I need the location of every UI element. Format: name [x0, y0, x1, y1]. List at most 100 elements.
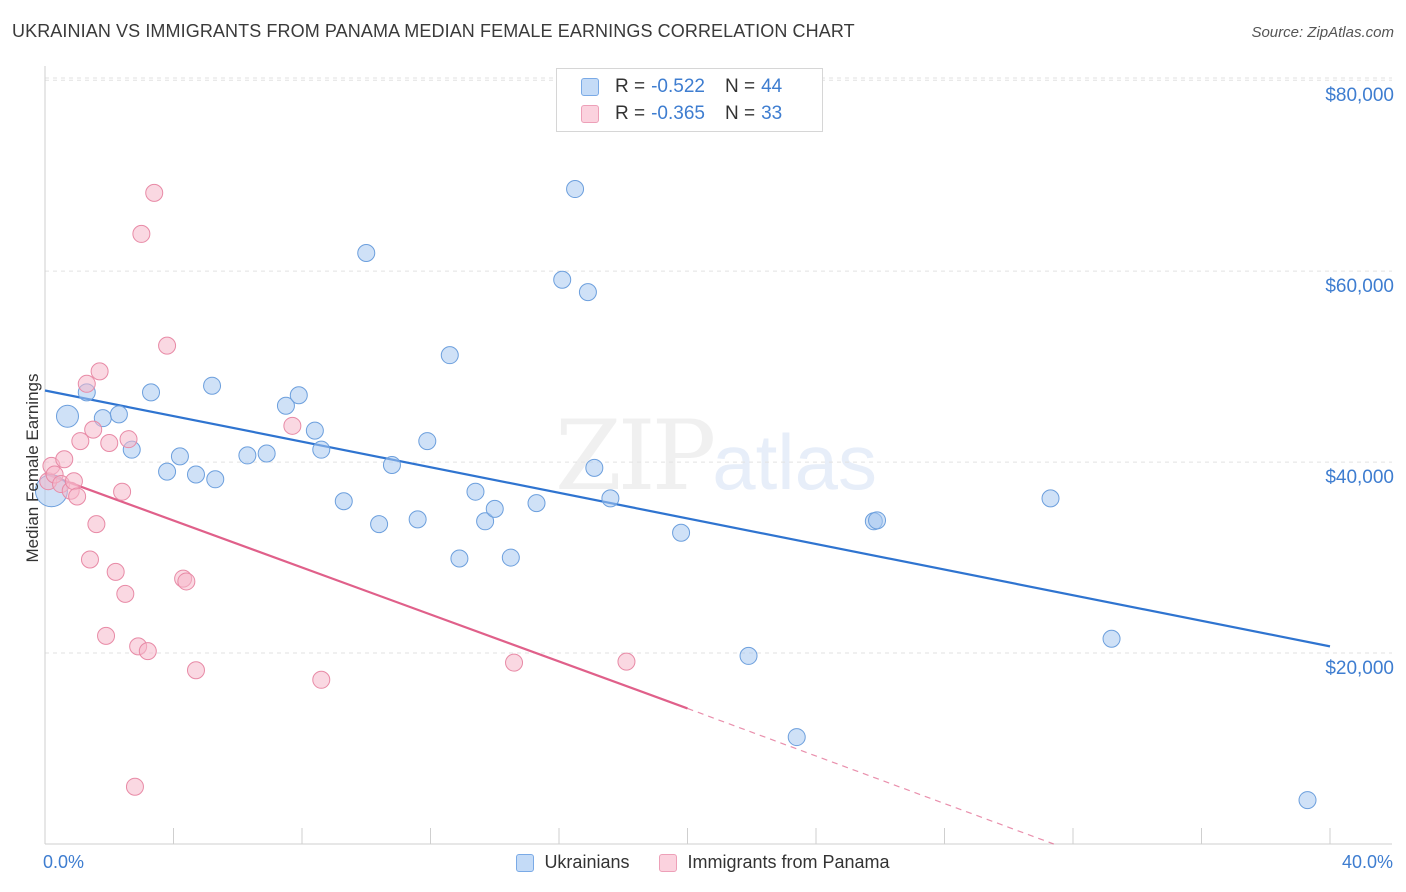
data-point [617, 652, 636, 671]
data-point [553, 270, 572, 289]
data-point [64, 472, 83, 491]
data-point [158, 336, 177, 355]
trend-line [44, 472, 688, 710]
data-point [257, 444, 276, 463]
data-point [382, 455, 401, 474]
trend-line [44, 389, 1331, 648]
data-point [97, 626, 116, 645]
legend-item-panama[interactable]: Immigrants from Panama [659, 852, 890, 873]
data-point [357, 244, 376, 263]
data-point [55, 404, 79, 428]
correlation-legend: R = -0.522 N = 44 R = -0.365 N = 33 [556, 68, 823, 132]
data-point [868, 511, 887, 530]
chart-title: UKRAINIAN VS IMMIGRANTS FROM PANAMA MEDI… [12, 21, 855, 41]
watermark-atlas: atlas [712, 418, 877, 506]
r-label: R = [615, 76, 646, 97]
legend-row-ukrainians: R = -0.522 N = 44 [581, 75, 782, 99]
y-tick-label: $80,000 [1325, 85, 1394, 106]
data-point [125, 777, 144, 796]
data-point [186, 661, 205, 680]
data-point [334, 492, 353, 511]
data-point [138, 642, 157, 661]
data-point [80, 550, 99, 569]
series-legend: Ukrainians Immigrants from Panama [0, 852, 1406, 873]
n-label: N = [724, 76, 756, 97]
data-point [119, 430, 138, 449]
data-point [476, 512, 495, 531]
y-tick-label: $20,000 [1325, 658, 1394, 679]
legend-item-ukrainians[interactable]: Ukrainians [516, 852, 629, 873]
data-point [142, 383, 161, 402]
r-label: R = [615, 103, 646, 124]
trend-lines [44, 389, 1331, 845]
n-value: 33 [761, 103, 783, 124]
data-point [787, 728, 806, 747]
data-point [276, 396, 295, 415]
legend-swatch [581, 78, 599, 96]
data-point [466, 482, 485, 501]
data-point [238, 446, 257, 465]
data-point [68, 487, 87, 506]
data-point [1041, 489, 1060, 508]
data-point [305, 421, 324, 440]
data-point [145, 183, 164, 202]
data-point [116, 584, 135, 603]
data-point [501, 548, 520, 567]
data-point [109, 405, 128, 424]
legend-swatch [659, 853, 678, 872]
data-point [77, 374, 96, 393]
data-point [440, 346, 459, 365]
data-point [450, 549, 469, 568]
data-point [186, 465, 205, 484]
data-point [418, 432, 437, 451]
legend-label: Ukrainians [544, 852, 630, 872]
grid [45, 77, 1392, 654]
r-value: -0.522 [651, 76, 705, 97]
data-point [203, 376, 222, 395]
data-point [485, 499, 504, 518]
data-point [206, 470, 225, 489]
watermark: ZIPatlas [555, 400, 877, 512]
source-label: Source: ZipAtlas.com [1251, 24, 1394, 41]
watermark-zip: ZIP [555, 400, 716, 512]
data-point [370, 515, 389, 534]
y-tick-label: $40,000 [1325, 467, 1394, 488]
data-point [283, 416, 302, 435]
x-tick-label: 40.0% [1341, 852, 1393, 872]
data-point [312, 440, 331, 459]
data-point [739, 646, 758, 665]
trend-line-extension [687, 707, 1054, 845]
legend-label: Immigrants from Panama [687, 852, 890, 872]
y-axis-label: Median Female Earnings [23, 373, 42, 563]
data-point [578, 283, 597, 302]
data-points [34, 180, 1317, 810]
data-point [84, 420, 103, 439]
data-point [132, 224, 151, 243]
data-point [55, 450, 74, 469]
data-point [71, 432, 90, 451]
data-point [87, 515, 106, 534]
data-point [672, 523, 691, 542]
r-value: -0.365 [651, 103, 705, 124]
y-tick-label: $60,000 [1325, 276, 1394, 297]
data-point [1102, 629, 1121, 648]
data-point [527, 494, 546, 513]
data-point [1298, 791, 1317, 810]
data-point [408, 510, 427, 529]
data-point [106, 562, 125, 581]
data-point [289, 386, 308, 405]
data-point [312, 670, 331, 689]
legend-swatch [516, 853, 535, 872]
data-point [90, 362, 109, 381]
data-point [100, 434, 119, 452]
data-point [505, 653, 524, 672]
data-point [170, 447, 189, 466]
data-point [585, 458, 604, 477]
data-point [601, 489, 620, 508]
n-value: 44 [761, 76, 783, 97]
x-tick-label: 0.0% [43, 852, 85, 872]
legend-row-panama: R = -0.365 N = 33 [581, 102, 782, 126]
legend-swatch [581, 105, 599, 123]
axes [44, 66, 1392, 845]
